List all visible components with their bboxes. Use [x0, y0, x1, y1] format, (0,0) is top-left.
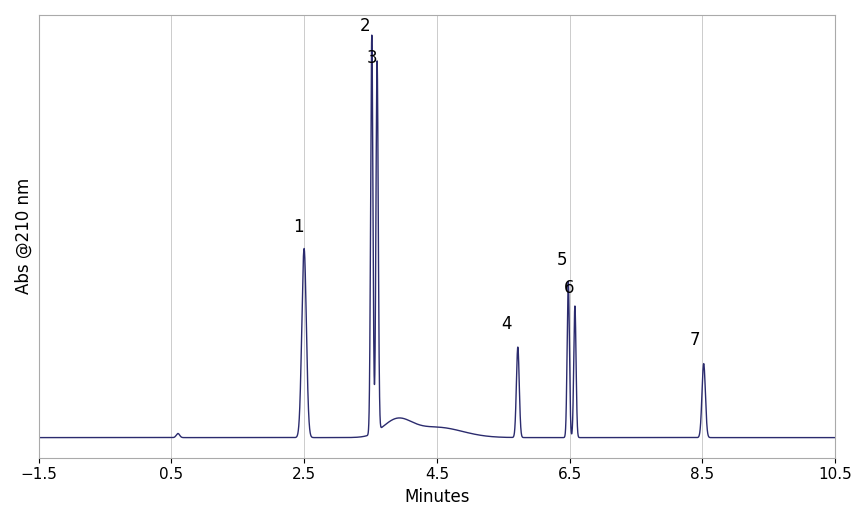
Text: 6: 6	[564, 279, 575, 297]
Text: 4: 4	[501, 315, 512, 333]
Text: 3: 3	[367, 49, 377, 67]
Text: 5: 5	[557, 251, 567, 268]
Text: 2: 2	[360, 17, 370, 35]
Y-axis label: Abs @210 nm: Abs @210 nm	[15, 178, 33, 294]
X-axis label: Minutes: Minutes	[404, 488, 470, 506]
Text: 7: 7	[689, 331, 700, 349]
Text: 1: 1	[293, 218, 304, 237]
